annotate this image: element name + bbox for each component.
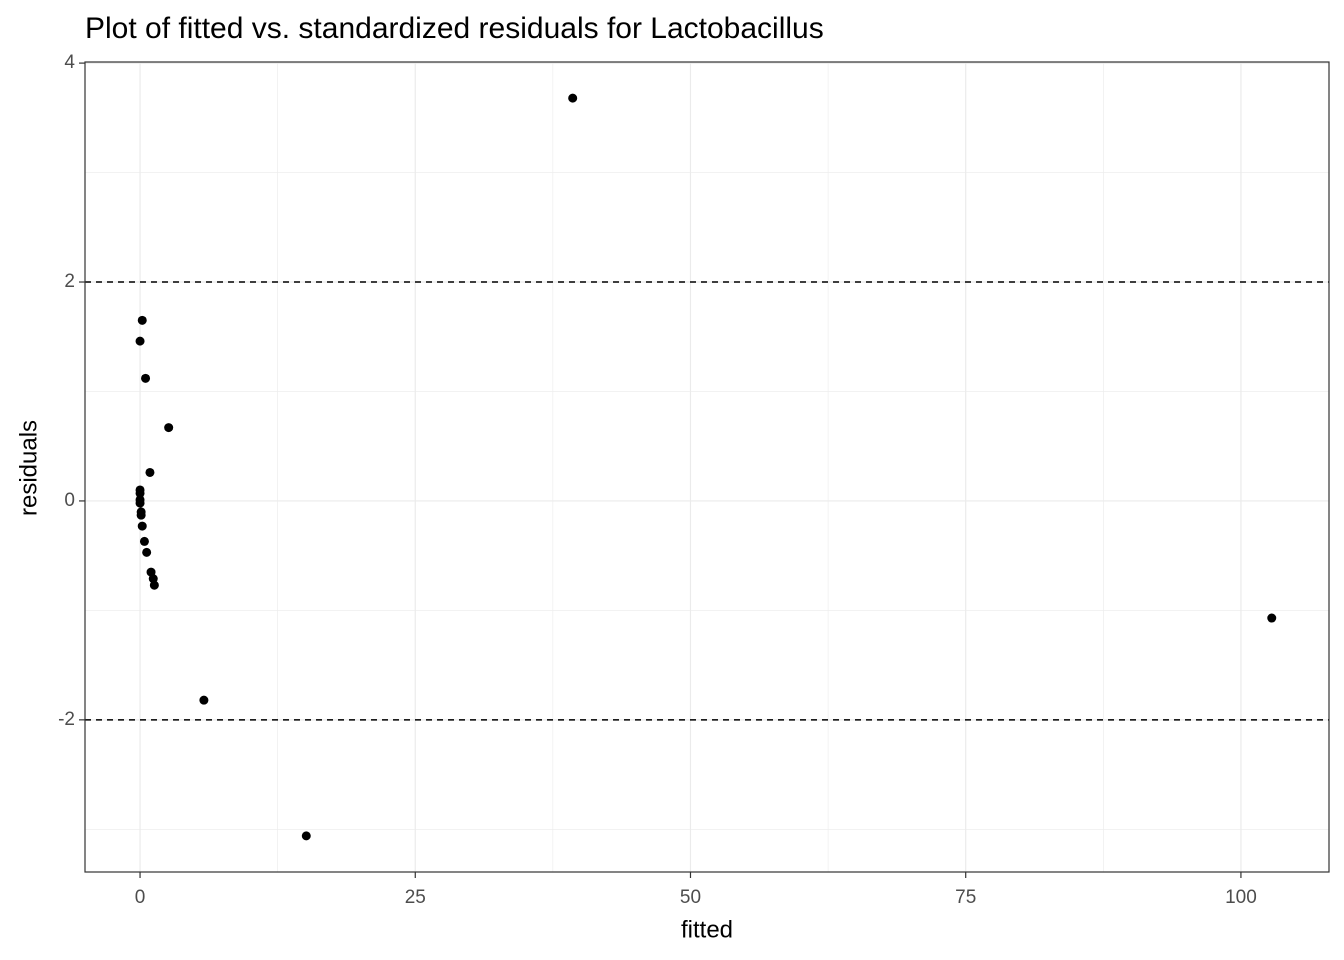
- point: [136, 510, 146, 520]
- point: [568, 93, 578, 103]
- x-tick-label: 75: [955, 887, 976, 908]
- point: [142, 547, 152, 557]
- point: [139, 536, 149, 546]
- chart-title: Plot of fitted vs. standardized residual…: [85, 12, 824, 45]
- point: [137, 521, 147, 531]
- point: [137, 315, 147, 325]
- point: [199, 695, 209, 705]
- point: [135, 336, 145, 346]
- y-tick-label: 0: [64, 490, 75, 511]
- point: [149, 580, 159, 590]
- point: [1267, 613, 1277, 623]
- panel-border: [84, 61, 1330, 873]
- point: [135, 488, 145, 498]
- x-tick-label: 100: [1225, 887, 1257, 908]
- point: [135, 498, 145, 508]
- point: [141, 373, 151, 383]
- y-tick-label: 4: [64, 52, 75, 73]
- x-axis-title: fitted: [681, 916, 733, 943]
- point: [145, 467, 155, 477]
- x-tick-label: 50: [680, 887, 701, 908]
- point: [301, 831, 311, 841]
- y-tick-label: 2: [64, 271, 75, 292]
- y-axis-title: residuals: [15, 420, 42, 516]
- x-tick-label: 25: [405, 887, 426, 908]
- point: [164, 423, 174, 433]
- x-tick-label: 0: [135, 887, 146, 908]
- y-tick-label: -2: [58, 709, 75, 730]
